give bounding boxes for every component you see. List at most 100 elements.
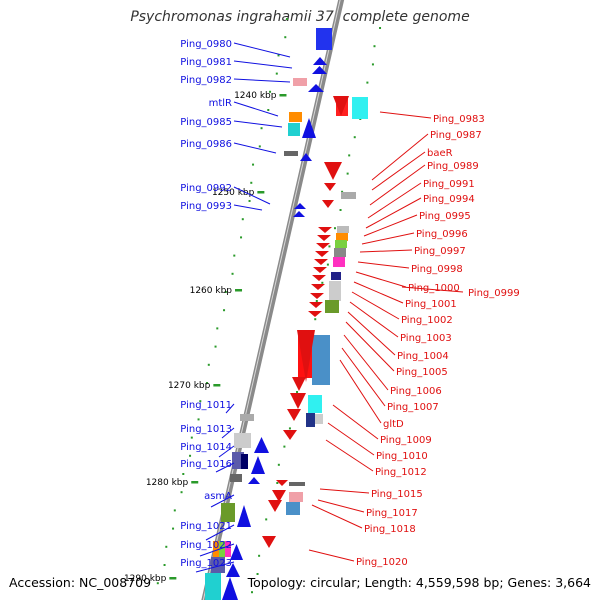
gene-block: [335, 240, 347, 248]
kbp-tick: [169, 577, 177, 580]
minus-strand-arrow: [309, 302, 323, 308]
leader-line: [332, 404, 379, 440]
gene-block: [205, 573, 221, 600]
gene-block: [286, 502, 300, 515]
gene-label: Ping_0986: [180, 139, 232, 150]
tick-mark: [216, 327, 219, 330]
gene-label: Ping_1016: [180, 459, 232, 470]
minus-strand-arrow: [292, 377, 306, 391]
leader-line: [357, 261, 410, 269]
gene-block: [284, 151, 298, 156]
tick-mark: [333, 227, 336, 230]
leader-line: [205, 524, 235, 541]
leader-line: [369, 164, 426, 206]
kbp-scale: 1240 kbp 1250 kbp 1260 kbp 1270 kbp 1280 kbp…: [124, 91, 287, 584]
tick-mark: [240, 236, 243, 239]
tick-mark: [165, 545, 168, 548]
leader-line: [347, 311, 396, 356]
gene-label: Ping_0994: [423, 194, 475, 205]
plus-strand-arrow: [226, 563, 240, 577]
gene-block: [316, 28, 332, 50]
plus-strand-arrow: [312, 66, 327, 74]
plus-strand-arrow: [313, 57, 327, 65]
gene-block: [289, 482, 305, 486]
tick-mark: [296, 391, 299, 393]
tick-mark: [172, 527, 175, 530]
kbp-label: 1290 kbp: [124, 574, 167, 584]
tick-mark: [366, 81, 369, 84]
gene-label: Ping_0992: [180, 183, 232, 194]
gene-block: [289, 112, 302, 122]
gene-block: [308, 395, 322, 413]
gene-label: Ping_1002: [401, 315, 453, 326]
gene-label: Ping_0989: [427, 161, 479, 172]
tick-mark: [190, 436, 193, 439]
gene-block: [234, 433, 251, 448]
leader-line: [353, 281, 404, 304]
tick-mark: [265, 518, 268, 521]
tick-mark: [353, 136, 356, 139]
plus-strand-arrow: [248, 477, 260, 484]
gene-label: Ping_1006: [390, 386, 442, 397]
gene-label: Ping_1018: [364, 524, 416, 535]
gene-block: [337, 226, 349, 233]
leader-line: [221, 427, 235, 439]
kbp-label: 1240 kbp: [234, 91, 277, 101]
gene-block: [219, 541, 225, 557]
plus-strand-arrow: [254, 437, 269, 453]
gene-block: [289, 492, 303, 502]
leader-line: [349, 301, 399, 338]
plus-strand-arrow: [308, 84, 324, 92]
minus-strand-arrow: [268, 500, 282, 512]
gene-label: Ping_0983: [433, 114, 485, 125]
gene-label: Ping_1005: [396, 367, 448, 378]
tick-mark: [284, 36, 287, 39]
tick-mark: [206, 382, 209, 384]
leader-line: [233, 142, 277, 154]
tick-mark: [197, 418, 200, 421]
gene-label: Ping_0997: [414, 246, 466, 257]
leader-line: [225, 403, 235, 414]
leader-line: [199, 543, 235, 557]
gene-block: [230, 474, 242, 482]
tick-mark: [269, 90, 272, 93]
gene-label: Ping_1020: [356, 557, 408, 568]
tick-mark: [277, 54, 280, 57]
gene-label: Ping_0999: [468, 288, 520, 299]
gene-label: Ping_0991: [423, 179, 475, 190]
plus-strand-arrow: [251, 456, 265, 474]
kbp-label: 1250 kbp: [212, 188, 255, 198]
gene-label: Ping_1004: [397, 351, 449, 362]
tick-mark: [258, 554, 261, 557]
leader-line: [233, 101, 279, 117]
map-title: Psychromonas ingrahamii 37, complete gen…: [130, 9, 470, 25]
minus-strand-arrow: [311, 284, 325, 290]
leader-line: [233, 42, 291, 58]
tick-mark: [371, 63, 374, 66]
gene-block: [293, 78, 307, 86]
minus-strand-arrow: [283, 430, 297, 440]
gene-label: Ping_1010: [376, 451, 428, 462]
genome-backbone: [201, 0, 345, 600]
tick-mark: [286, 18, 289, 20]
tick-mark: [233, 254, 236, 257]
gene-block: [341, 192, 356, 199]
tick-mark: [223, 309, 226, 312]
leader-line: [343, 334, 389, 391]
tick-mark: [182, 473, 185, 475]
kbp-tick: [257, 191, 265, 194]
gene-label: Ping_0996: [416, 229, 468, 240]
tick-mark: [326, 263, 329, 266]
tick-mark: [328, 245, 331, 248]
tick-mark: [321, 281, 324, 284]
minus-strand-arrow: [272, 490, 286, 502]
gene-label: Ping_1013: [180, 424, 232, 435]
leader-line: [371, 151, 426, 191]
leader-line: [365, 197, 422, 229]
tick-mark: [252, 163, 255, 166]
minus-strand-arrow: [312, 275, 326, 281]
leader-line: [195, 561, 235, 573]
tick-mark: [250, 591, 253, 594]
tick-mark: [341, 190, 344, 193]
